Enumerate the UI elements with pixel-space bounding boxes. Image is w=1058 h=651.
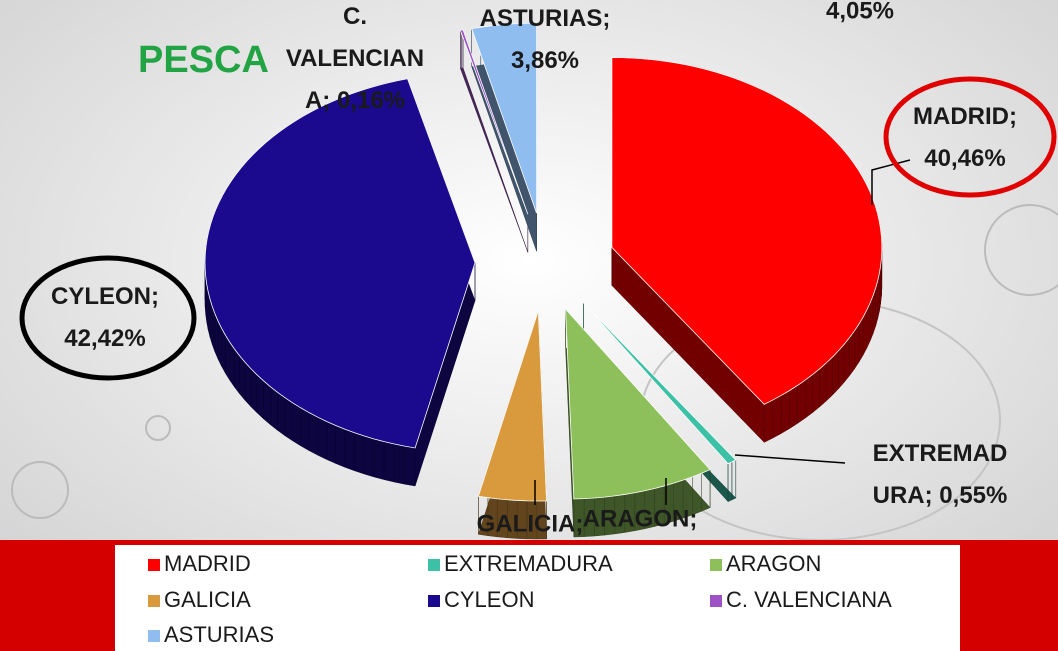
legend-swatch	[428, 559, 440, 571]
label-line: C.	[343, 3, 367, 30]
data-label: MADRID; 40,46%	[913, 103, 1017, 172]
label-line: 40,46%	[924, 145, 1005, 172]
slice	[477, 310, 547, 502]
slice	[611, 57, 883, 405]
data-label: CYLEON; 42,42%	[51, 283, 159, 352]
slice	[459, 29, 529, 215]
data-label: EXTREMAD URA; 0,55%	[873, 440, 1008, 509]
legend-label: GALICIA	[164, 587, 251, 612]
legend-label: EXTREMADURA	[444, 551, 613, 576]
bubble	[145, 415, 171, 441]
pie	[204, 22, 883, 540]
legend-swatch	[710, 595, 722, 607]
slice-side	[583, 302, 737, 503]
data-label: ARAGON;	[583, 505, 698, 532]
legend-swatch	[148, 559, 160, 571]
clipped-label: 4,05%	[826, 0, 894, 24]
bubble	[11, 461, 69, 519]
label-line: ASTURIAS;	[480, 5, 611, 32]
label-line: 3,86%	[511, 47, 579, 74]
label-line: MADRID;	[913, 103, 1017, 130]
slice	[565, 307, 711, 500]
label-line: URA; 0,55%	[873, 482, 1008, 509]
label-line: VALENCIAN	[286, 45, 424, 72]
label-line: CYLEON;	[51, 283, 159, 310]
legend-swatch	[428, 595, 440, 607]
slice	[204, 78, 476, 449]
chart-title: PESCA	[138, 39, 269, 81]
legend-swatch	[148, 595, 160, 607]
data-label: C. VALENCIAN A; 0,16%	[286, 3, 424, 114]
bubble	[984, 204, 1058, 296]
legend-label: ASTURIAS	[164, 622, 274, 647]
slice	[471, 22, 537, 214]
highlight-circle	[19, 255, 197, 381]
legend-swatch	[710, 559, 722, 571]
slice-side	[460, 29, 529, 253]
label-line: 42,42%	[64, 325, 145, 352]
label-line: EXTREMAD	[873, 440, 1008, 467]
legend-box	[115, 545, 960, 651]
labels: MADRID; 40,46% EXTREMAD URA; 0,55% ARAGON;GA…	[51, 3, 1017, 537]
label-line: A; 0,16%	[305, 87, 405, 114]
leader-line	[734, 454, 846, 464]
data-label: GALICIA;	[477, 510, 584, 537]
legend-label: C. VALENCIANA	[726, 587, 892, 612]
legend-label: ARAGON	[726, 551, 821, 576]
highlight-circle	[883, 76, 1057, 198]
legend-swatch	[148, 630, 160, 642]
legend-label: CYLEON	[444, 587, 534, 612]
slice	[583, 302, 737, 465]
data-label: ASTURIAS; 3,86%	[480, 5, 611, 74]
legend-label: MADRID	[164, 551, 251, 576]
